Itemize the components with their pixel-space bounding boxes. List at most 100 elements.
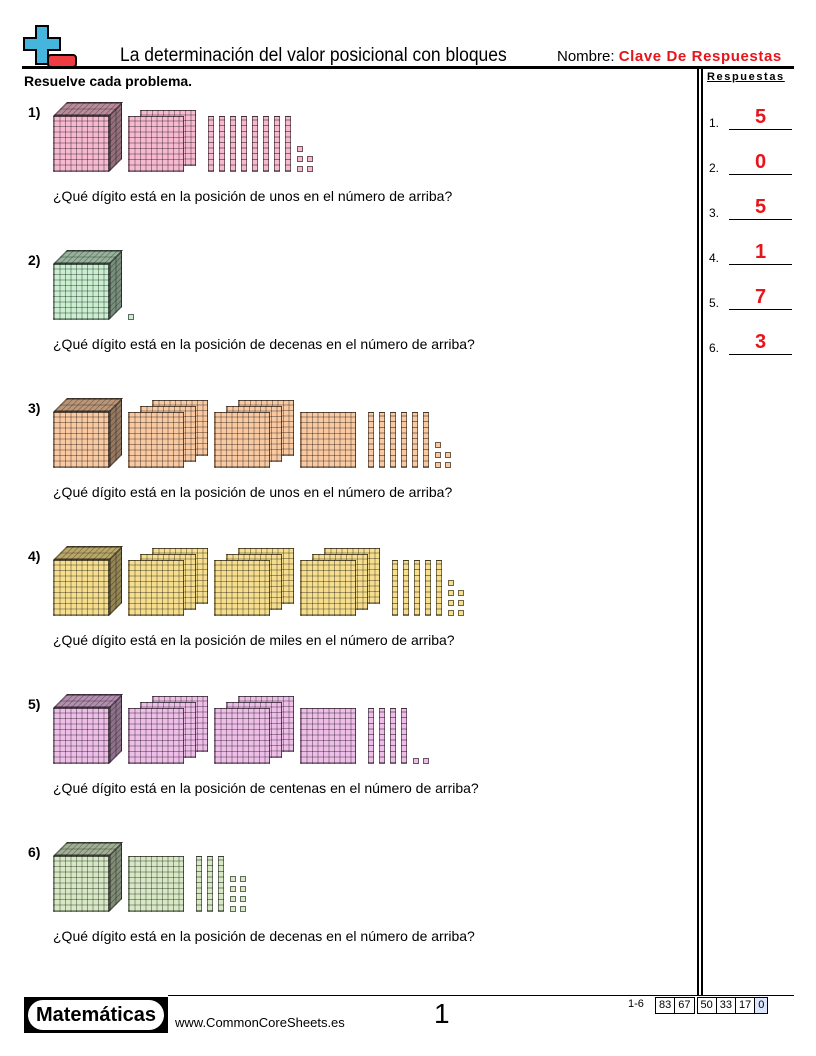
hundred-flats	[214, 544, 294, 616]
hundred-flat	[300, 708, 356, 764]
one-unit	[307, 156, 313, 162]
problem-4: 4) ¿Qué dígito está en la posición de mi…	[24, 544, 684, 674]
hundred-flat	[128, 560, 184, 616]
hundred-flats	[300, 692, 356, 764]
ten-rod	[425, 560, 431, 616]
ten-rod	[207, 856, 213, 912]
hundred-flat	[128, 116, 184, 172]
base-ten-blocks	[53, 248, 144, 320]
score-cell: 67	[674, 997, 695, 1014]
ten-rod	[390, 708, 396, 764]
ten-rod	[401, 708, 407, 764]
problem-number: 1)	[28, 104, 41, 120]
thousand-cube	[53, 102, 123, 172]
hundred-flats	[128, 692, 208, 764]
problem-5: 5) ¿Qué dígito está en la posición de ce…	[24, 692, 684, 822]
one-unit	[448, 580, 454, 586]
ten-rod	[285, 116, 291, 172]
ten-rod	[379, 708, 385, 764]
thousand-cube	[53, 694, 123, 764]
base-ten-blocks	[53, 100, 313, 172]
logo-plus-minus-icon	[23, 25, 77, 68]
answer-value: 7	[729, 285, 792, 310]
answer-value: 1	[729, 240, 792, 265]
problem-question: ¿Qué dígito está en la posición de decen…	[53, 928, 475, 944]
thousand-cube	[53, 398, 123, 468]
one-unit	[240, 876, 246, 882]
ten-rod	[252, 116, 258, 172]
score-cell: 50	[696, 997, 717, 1014]
problem-number: 3)	[28, 400, 41, 416]
page-number: 1	[434, 998, 450, 1029]
answer-value: 0	[729, 150, 792, 175]
problem-number: 6)	[28, 844, 41, 860]
problem-question: ¿Qué dígito está en la posición de unos …	[53, 484, 453, 500]
ten-rods	[208, 116, 291, 172]
one-unit	[413, 758, 419, 764]
one-units	[448, 580, 464, 616]
score-cell: 0	[754, 997, 769, 1014]
one-units	[230, 876, 246, 912]
brand-text: Matemáticas	[28, 1000, 164, 1030]
name-field: Nombre: Clave De Respuestas	[557, 48, 782, 65]
answers-header: Respuestas	[707, 71, 785, 83]
answer-column-divider	[697, 69, 703, 996]
thousand-cube	[53, 546, 123, 616]
one-unit	[423, 758, 429, 764]
ten-rod	[218, 856, 224, 912]
hundred-flats	[300, 544, 380, 616]
problem-question: ¿Qué dígito está en la posición de miles…	[53, 632, 455, 648]
hundred-flat	[128, 856, 184, 912]
score-table: 83 67 50 33 17 0	[655, 997, 769, 1014]
answer-number: 4.	[709, 251, 720, 265]
name-label: Nombre:	[557, 48, 615, 65]
hundred-flats	[300, 396, 356, 468]
answer-number: 5.	[709, 296, 720, 310]
problem-question: ¿Qué dígito está en la posición de cente…	[53, 780, 479, 796]
problem-6: 6) ¿Qué dígito está en la posición de de…	[24, 840, 684, 970]
answer-value: 5	[729, 195, 792, 220]
problem-range: 1-6	[628, 998, 644, 1010]
hundred-flat	[214, 412, 270, 468]
thousand-cube	[53, 250, 123, 320]
ten-rods	[392, 560, 442, 616]
hundred-flats	[128, 544, 208, 616]
answer-5: 5. 7	[709, 280, 794, 310]
problem-number: 2)	[28, 252, 41, 268]
hundred-flats	[214, 692, 294, 764]
one-units	[297, 146, 313, 172]
answer-4: 4. 1	[709, 235, 794, 265]
one-unit	[230, 896, 236, 902]
name-value: Clave De Respuestas	[618, 48, 782, 65]
one-unit	[307, 166, 313, 172]
hundred-flat	[300, 560, 356, 616]
ten-rod	[208, 116, 214, 172]
one-unit	[448, 610, 454, 616]
problem-question: ¿Qué dígito está en la posición de unos …	[53, 188, 453, 204]
ten-rods	[368, 412, 429, 468]
base-ten-blocks	[53, 840, 246, 912]
hundred-flat	[214, 708, 270, 764]
ten-rod	[230, 116, 236, 172]
one-unit	[448, 590, 454, 596]
answer-number: 6.	[709, 341, 720, 355]
one-unit	[435, 462, 441, 468]
problem-1: 1) ¿Qué dígito está en la posición de un…	[24, 100, 684, 230]
ten-rods	[196, 856, 224, 912]
one-unit	[230, 906, 236, 912]
answer-value: 5	[729, 105, 792, 130]
one-unit	[230, 876, 236, 882]
one-unit	[297, 146, 303, 152]
hundred-flat	[128, 708, 184, 764]
hundred-flats	[128, 100, 196, 172]
base-ten-blocks	[53, 396, 451, 468]
hundred-flat	[128, 412, 184, 468]
answer-2: 2. 0	[709, 145, 794, 175]
ten-rod	[196, 856, 202, 912]
one-unit	[458, 600, 464, 606]
ten-rod	[436, 560, 442, 616]
ten-rod	[403, 560, 409, 616]
one-unit	[297, 156, 303, 162]
one-unit	[458, 590, 464, 596]
ten-rod	[412, 412, 418, 468]
